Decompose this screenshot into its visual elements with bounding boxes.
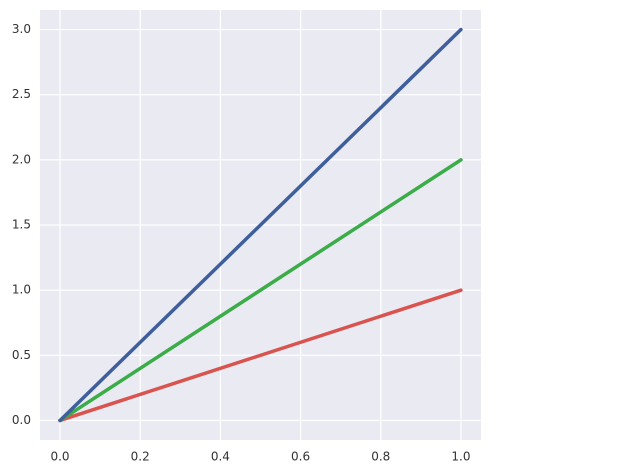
y-tick-label: 0.0: [12, 413, 31, 427]
line: [58, 158, 463, 423]
x-tick-label: 0.0: [50, 450, 69, 464]
x-tick-label: 0.4: [211, 450, 230, 464]
x-tick-label: 0.8: [371, 450, 390, 464]
line: [58, 27, 463, 423]
y-tick-label: 3.0: [12, 22, 31, 36]
y-tick-label: 2.0: [12, 152, 31, 166]
y-tick-label: 2.5: [12, 87, 31, 101]
y-tick-label: 0.5: [12, 348, 31, 362]
x-tick-label: 0.6: [291, 450, 310, 464]
x-tick-label: 0.2: [131, 450, 150, 464]
x-tick-label: 1.0: [451, 450, 470, 464]
line: [58, 288, 463, 423]
y-tick-label: 1.5: [12, 218, 31, 232]
y-tick-label: 1.0: [12, 283, 31, 297]
